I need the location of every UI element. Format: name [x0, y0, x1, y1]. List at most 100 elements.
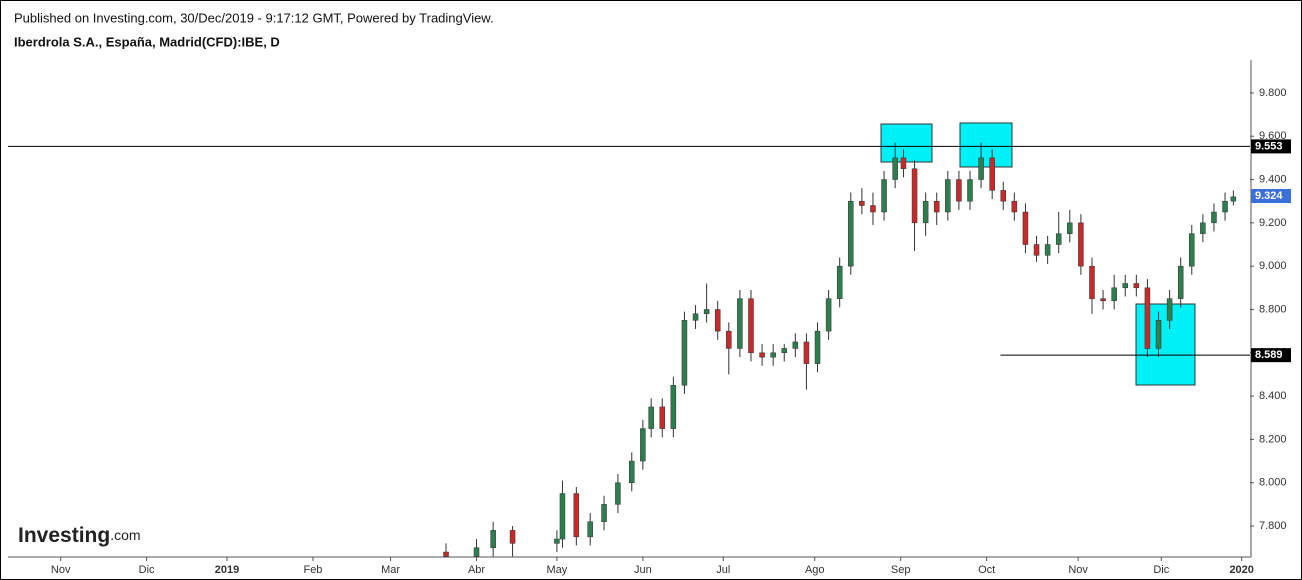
candles	[443, 142, 1237, 557]
candle-body	[989, 157, 995, 191]
y-tick-label: 9.200	[1259, 217, 1287, 229]
candle-body	[509, 530, 516, 544]
logo: Investing.com	[18, 524, 141, 547]
last-price-tag	[1251, 188, 1291, 203]
candle-body	[726, 330, 732, 349]
candle-body	[692, 313, 699, 321]
level-label: 8.589	[1255, 349, 1283, 361]
candle-body	[490, 530, 496, 548]
y-tick-label: 9.000	[1259, 260, 1287, 272]
candle-body	[870, 205, 876, 213]
x-tick-label: Dic	[1153, 564, 1169, 576]
candle-body	[1230, 196, 1237, 202]
x-tick-label: Jun	[634, 564, 652, 576]
candle-body	[1177, 265, 1184, 299]
candle-body	[945, 179, 951, 213]
candle-body	[978, 157, 984, 180]
candle-body	[1122, 283, 1128, 289]
candle-body	[737, 298, 743, 349]
candle-body	[900, 157, 907, 169]
candle-body	[1166, 298, 1173, 321]
y-tick-label: 9.600	[1259, 130, 1287, 142]
candle-body	[1055, 233, 1062, 245]
candle-body	[1222, 200, 1228, 213]
level-label: 9.553	[1255, 140, 1283, 152]
x-tick-label: May	[547, 564, 568, 576]
candle-body	[1044, 244, 1051, 256]
candle-body	[933, 200, 940, 213]
candle-body	[859, 200, 865, 206]
level-tag	[1251, 139, 1291, 154]
candle-body	[825, 298, 832, 332]
candle-body	[648, 406, 654, 429]
x-tick-label: Oct	[978, 564, 995, 576]
x-tick-label: Jul	[716, 564, 730, 576]
candle-body	[559, 493, 566, 540]
symbol-title: Iberdrola S.A., España, Madrid(CFD):IBE,…	[14, 34, 280, 49]
candle-body	[759, 352, 765, 358]
candle-body	[714, 309, 721, 332]
candle-body	[781, 348, 787, 354]
y-tick-label: 8.800	[1259, 303, 1287, 315]
candle-body	[601, 504, 607, 522]
candle-body	[1200, 222, 1206, 234]
candle-body	[587, 521, 593, 538]
candle-body	[1111, 287, 1117, 302]
candle-body	[1144, 287, 1151, 349]
candle-body	[770, 352, 776, 358]
candle-body	[670, 385, 677, 429]
x-tick-label: Feb	[303, 564, 322, 576]
candle-body	[640, 428, 646, 462]
y-tick-label: 9.400	[1259, 173, 1287, 185]
candle-body	[1067, 222, 1073, 234]
x-tick-label: Mar	[381, 564, 400, 576]
x-tick-label: Ago	[805, 564, 825, 576]
logo-suffix: .com	[110, 527, 140, 543]
x-tick-label: Dic	[139, 564, 155, 576]
candle-body	[748, 298, 754, 354]
candle-body	[892, 157, 898, 180]
x-tick-label: Sep	[891, 564, 911, 576]
logo-text: Investing	[18, 524, 110, 547]
y-tick-label: 7.800	[1259, 520, 1287, 532]
x-tick-label: Abr	[468, 564, 485, 576]
candle-body	[1155, 320, 1162, 349]
x-tick-label: Nov	[1068, 564, 1088, 576]
candle-body	[1022, 211, 1029, 245]
candle-body	[681, 320, 688, 386]
candle-body	[956, 179, 962, 202]
candle-body	[1033, 244, 1040, 256]
y-tick-label: 8.200	[1259, 433, 1287, 445]
candle-body	[1078, 222, 1084, 267]
candle-body	[792, 341, 799, 349]
candle-body	[1011, 200, 1018, 213]
candle-body	[629, 460, 635, 483]
candle-body	[881, 179, 887, 213]
candle-body	[1211, 211, 1217, 224]
candle-body	[836, 265, 843, 299]
x-tick-label: 2019	[215, 564, 239, 576]
candle-body	[573, 493, 580, 538]
last-price-label: 9.324	[1255, 190, 1283, 202]
candle-body	[922, 200, 929, 224]
candle-body	[554, 538, 560, 544]
level-tag	[1251, 348, 1291, 363]
candle-body	[615, 482, 621, 505]
highlight-box	[880, 123, 933, 163]
candle-body	[1000, 190, 1007, 202]
y-tick-label: 9.800	[1259, 87, 1287, 99]
highlight-box	[959, 122, 1013, 168]
candle-body	[1089, 265, 1095, 299]
candle-body	[814, 330, 821, 364]
candle-body	[1100, 298, 1106, 302]
published-note: Published on Investing.com, 30/Dec/2019 …	[14, 10, 494, 25]
candle-body	[1189, 233, 1195, 267]
y-tick-label: 8.400	[1259, 390, 1287, 402]
candle-body	[659, 406, 666, 429]
x-tick-label: Nov	[51, 564, 71, 576]
candle-body	[443, 551, 449, 557]
candle-body	[803, 341, 810, 364]
candle-body	[1133, 283, 1140, 289]
